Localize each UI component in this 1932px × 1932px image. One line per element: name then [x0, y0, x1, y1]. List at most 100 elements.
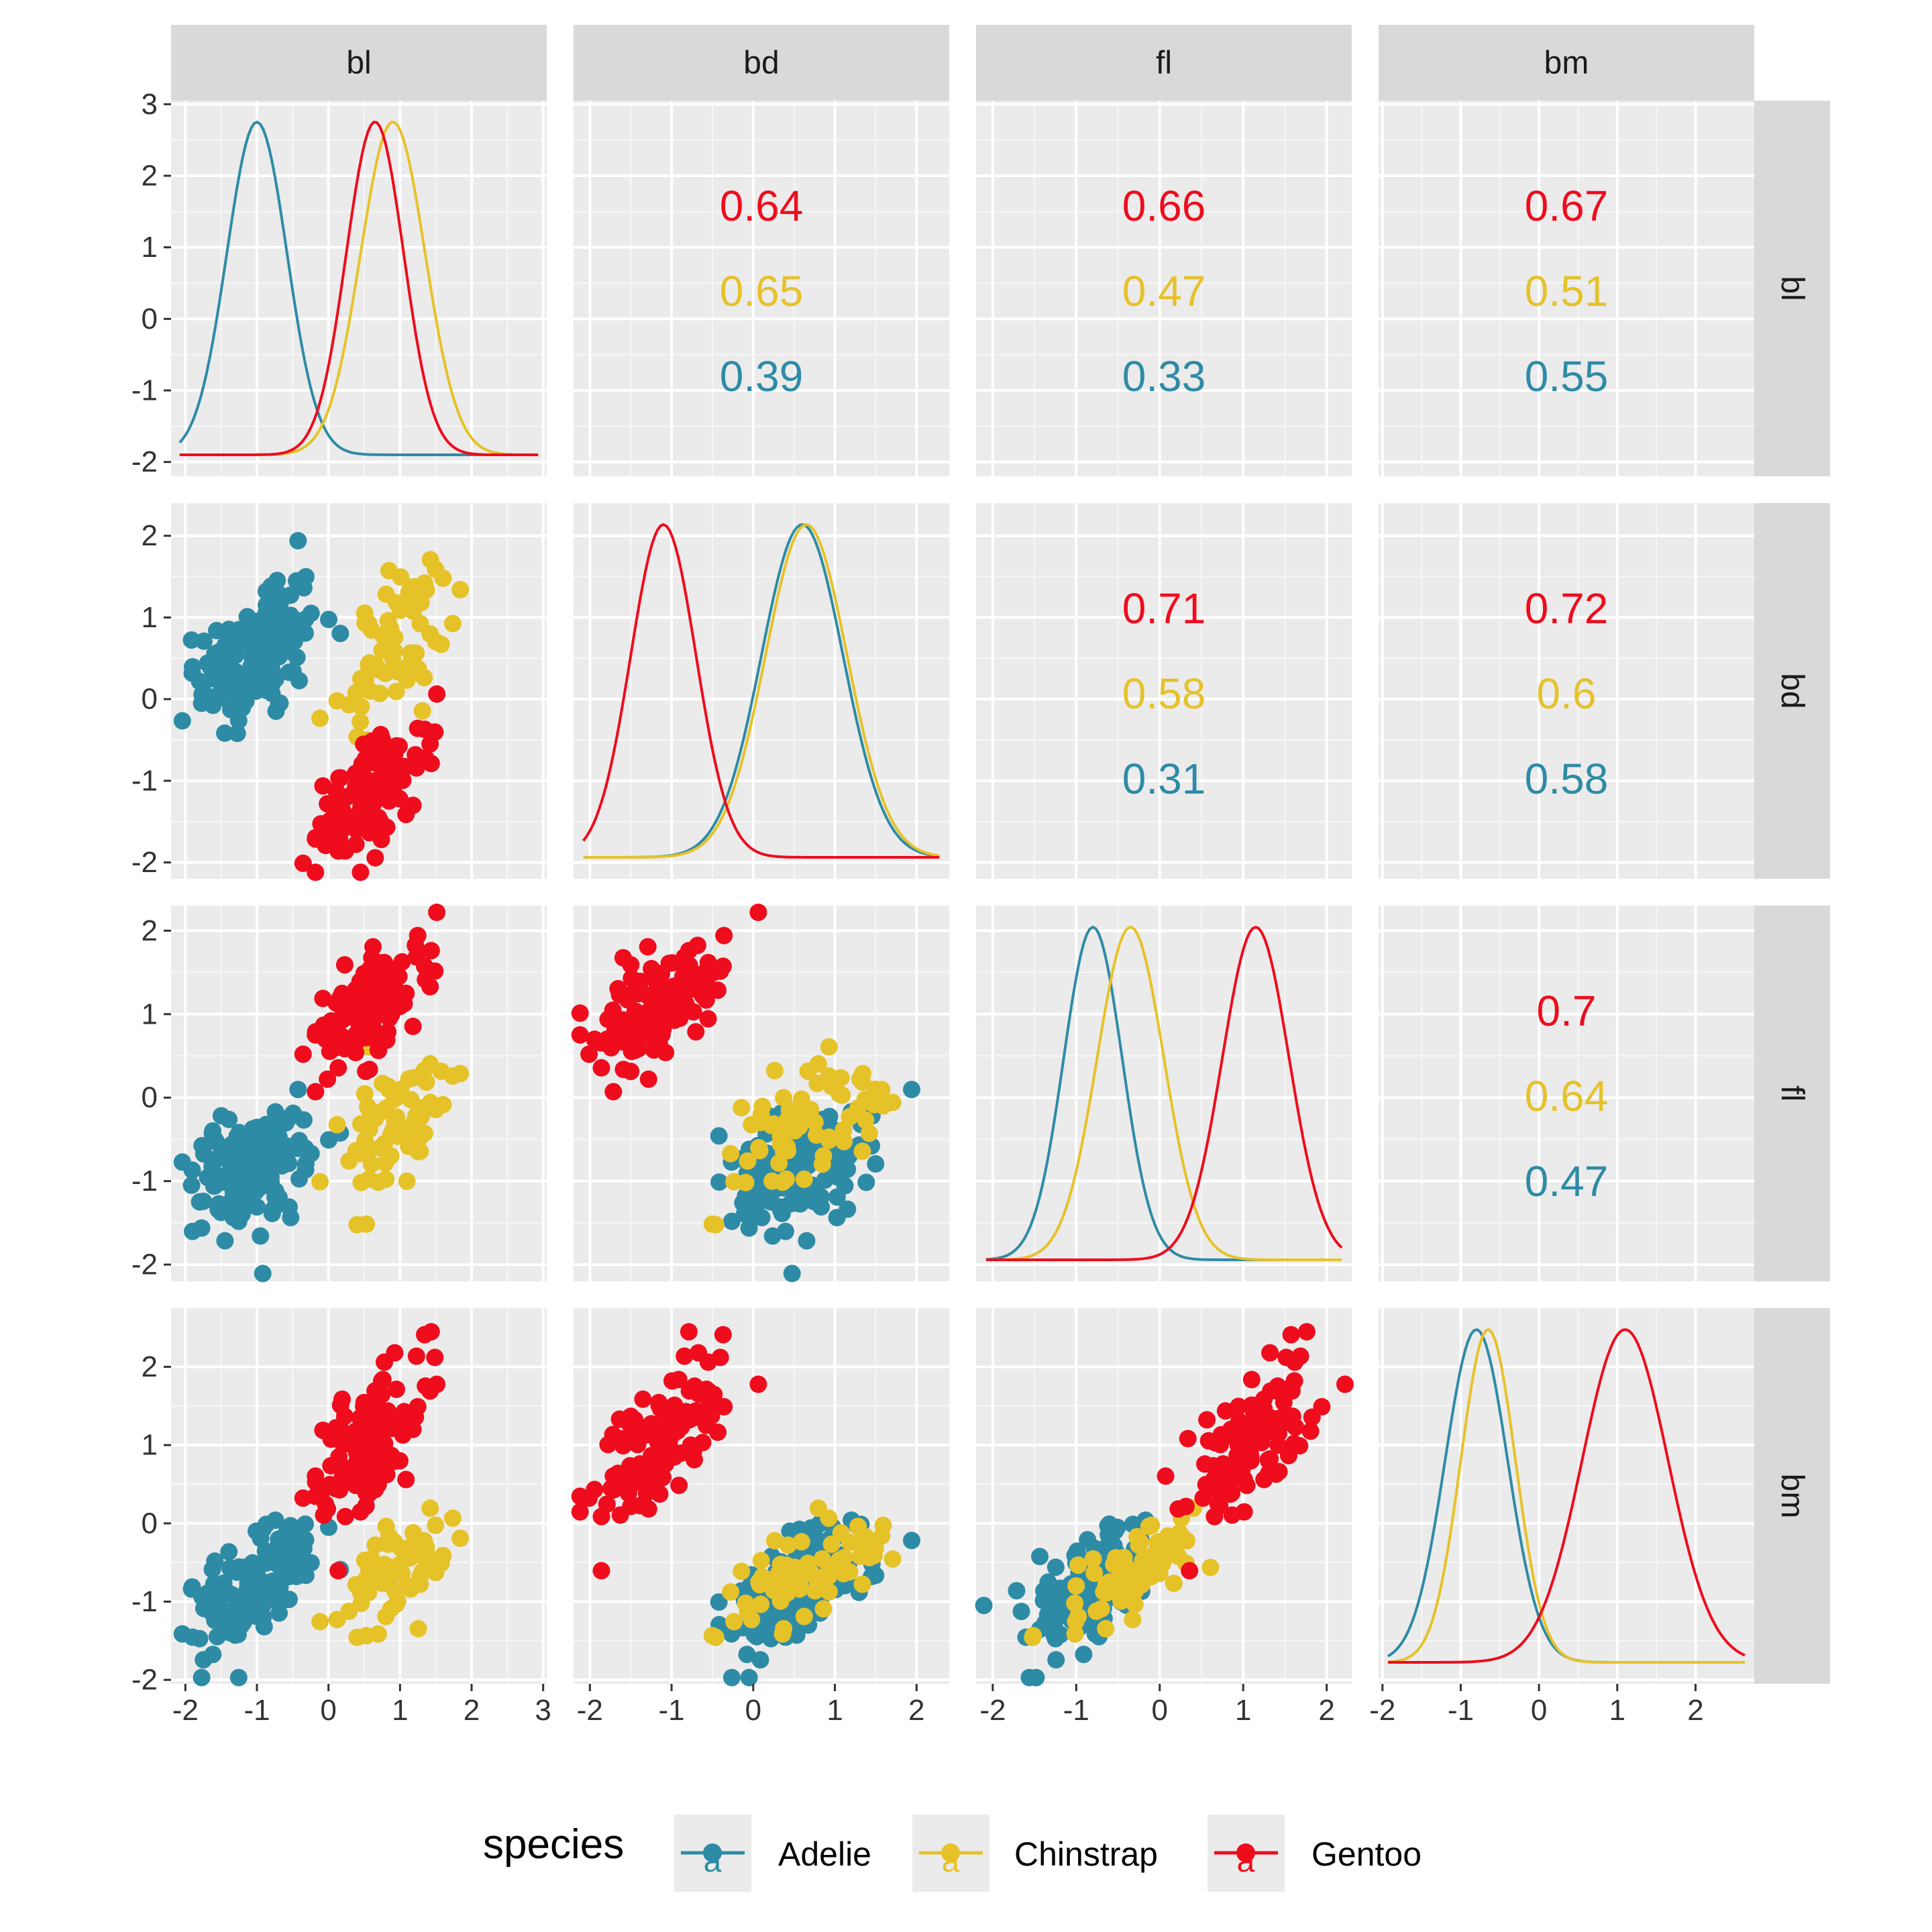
- point-gentoo: [1216, 1402, 1234, 1420]
- point-gentoo: [426, 1348, 444, 1366]
- point-adelie: [182, 1176, 201, 1194]
- correlation-adelie: 0.39: [720, 352, 804, 400]
- point-chinstrap: [820, 1558, 838, 1576]
- point-gentoo: [379, 747, 396, 765]
- point-gentoo: [614, 1468, 632, 1487]
- point-gentoo: [386, 1344, 404, 1362]
- point-gentoo: [634, 1390, 652, 1408]
- y-tick-label: 2: [142, 519, 158, 552]
- point-adelie: [277, 621, 295, 639]
- point-chinstrap: [820, 1509, 838, 1527]
- point-chinstrap: [806, 1113, 824, 1131]
- panel-bm-bm: [1379, 1308, 1754, 1684]
- point-adelie: [710, 1593, 728, 1611]
- correlation-chinstrap: 0.6: [1537, 669, 1597, 718]
- strip-top-label-fl: fl: [1156, 46, 1172, 81]
- point-gentoo: [1198, 1411, 1216, 1429]
- point-gentoo: [407, 759, 425, 777]
- point-chinstrap: [820, 1128, 838, 1146]
- panel-background: [976, 503, 1352, 879]
- legend-label-adelie: Adelie: [778, 1835, 871, 1873]
- point-chinstrap: [362, 1552, 380, 1570]
- point-chinstrap: [401, 599, 419, 617]
- point-chinstrap: [1084, 1550, 1102, 1568]
- point-gentoo: [1181, 1562, 1199, 1580]
- point-chinstrap: [384, 1122, 402, 1140]
- point-gentoo: [307, 1083, 325, 1101]
- point-gentoo: [326, 1038, 344, 1057]
- legend: species a Adelie a Chinstrap a Gentoo: [483, 1815, 1421, 1892]
- point-gentoo: [711, 962, 729, 980]
- point-gentoo: [1297, 1323, 1316, 1341]
- point-gentoo: [680, 1382, 698, 1400]
- point-chinstrap: [750, 1138, 768, 1157]
- point-adelie: [297, 624, 314, 642]
- point-gentoo: [592, 1562, 610, 1580]
- density-curve-gentoo: [1388, 1328, 1746, 1664]
- point-adelie: [722, 1668, 741, 1686]
- point-chinstrap: [1085, 1564, 1104, 1582]
- point-gentoo: [657, 1044, 675, 1061]
- point-chinstrap: [857, 1111, 875, 1129]
- point-chinstrap: [775, 1089, 792, 1107]
- point-adelie: [254, 1520, 272, 1538]
- point-adelie: [277, 1114, 295, 1132]
- point-adelie: [289, 532, 307, 549]
- panel-bm-bl: [171, 1308, 547, 1686]
- legend-key-point: [1236, 1843, 1255, 1862]
- point-gentoo: [426, 962, 444, 980]
- point-chinstrap: [1069, 1556, 1087, 1574]
- point-gentoo: [379, 1402, 396, 1420]
- strip-right-bm: [1754, 1308, 1830, 1684]
- point-adelie: [195, 1145, 213, 1163]
- y-tick-label: 2: [142, 160, 158, 193]
- point-chinstrap: [853, 1073, 871, 1091]
- y-tick-label: 1: [142, 1429, 158, 1462]
- point-chinstrap: [792, 1533, 810, 1551]
- point-gentoo: [1212, 1426, 1230, 1444]
- point-gentoo: [619, 1026, 637, 1044]
- point-chinstrap: [362, 682, 380, 700]
- point-chinstrap: [352, 1595, 370, 1612]
- point-gentoo: [571, 1026, 589, 1044]
- point-gentoo: [347, 835, 365, 853]
- point-chinstrap: [722, 1144, 740, 1163]
- point-gentoo: [663, 1372, 681, 1390]
- point-chinstrap: [865, 1546, 883, 1564]
- point-chinstrap: [1150, 1564, 1169, 1582]
- point-gentoo: [1291, 1347, 1309, 1365]
- point-chinstrap: [360, 655, 378, 674]
- point-adelie: [320, 610, 337, 629]
- point-chinstrap: [427, 1564, 445, 1582]
- point-adelie: [184, 1628, 201, 1646]
- point-chinstrap: [820, 1038, 838, 1056]
- point-gentoo: [1255, 1470, 1273, 1489]
- y-tick-label: -1: [131, 1585, 158, 1618]
- point-chinstrap: [400, 1070, 418, 1088]
- point-chinstrap: [865, 1095, 883, 1114]
- point-adelie: [277, 1540, 295, 1558]
- x-tick-label: 0: [1152, 1694, 1168, 1727]
- point-adelie: [227, 674, 246, 692]
- point-gentoo: [604, 1083, 623, 1101]
- point-chinstrap: [722, 1583, 740, 1601]
- point-adelie: [740, 1219, 758, 1237]
- y-tick-label: 2: [142, 914, 158, 947]
- point-chinstrap: [387, 682, 405, 700]
- point-chinstrap: [792, 1090, 810, 1108]
- point-gentoo: [394, 771, 412, 790]
- point-gentoo: [1196, 1455, 1214, 1473]
- point-adelie: [1036, 1614, 1054, 1632]
- point-chinstrap: [328, 1611, 346, 1629]
- y-tick-label: 1: [142, 601, 158, 634]
- point-gentoo: [407, 746, 425, 764]
- point-chinstrap: [358, 1215, 376, 1233]
- point-adelie: [255, 1617, 273, 1635]
- legend-key-point: [703, 1843, 722, 1862]
- point-chinstrap: [352, 698, 370, 716]
- point-gentoo: [360, 1430, 378, 1448]
- point-adelie: [294, 1111, 313, 1129]
- point-adelie: [182, 631, 201, 649]
- point-adelie: [252, 1603, 270, 1621]
- point-gentoo: [1242, 1448, 1260, 1466]
